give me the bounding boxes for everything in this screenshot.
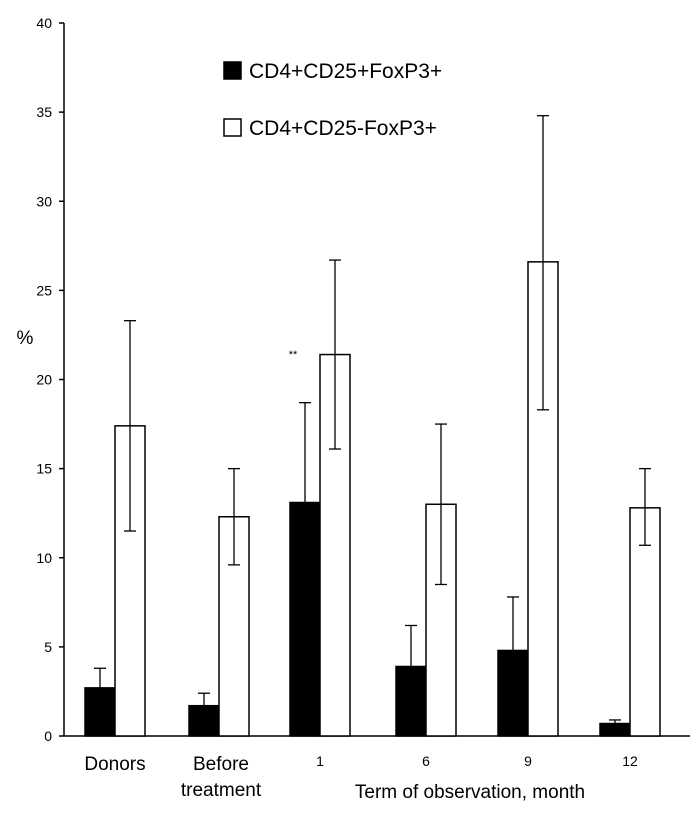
bars: ** (84, 261, 661, 737)
x-axis-title: Term of observation, month (355, 782, 585, 803)
bar-cd25pos (599, 722, 631, 737)
y-tick-label: 10 (36, 550, 52, 566)
x-tick-label: 12 (622, 753, 638, 769)
x-tick-label: treatment (181, 780, 262, 801)
legend-label: CD4+CD25-FoxP3+ (249, 117, 437, 140)
legend: CD4+CD25+FoxP3+ CD4+CD25-FoxP3+ (223, 60, 442, 140)
x-tick-label: 6 (422, 753, 430, 769)
y-axis: 0 5 10 15 20 25 30 35 40 (36, 15, 65, 744)
x-tick-label: 1 (316, 753, 324, 769)
category-labels: Donors Before treatment 1 6 9 12 (84, 753, 638, 801)
legend-swatch (223, 61, 242, 80)
legend-label: CD4+CD25+FoxP3+ (249, 60, 442, 83)
legend-swatch (223, 118, 242, 137)
y-tick-label: 35 (36, 104, 52, 120)
y-tick-label: 25 (36, 282, 52, 298)
y-tick-label: 5 (44, 639, 52, 655)
bar-cd25pos (497, 649, 529, 737)
y-tick-label: 30 (36, 193, 52, 209)
y-axis-title: % (17, 328, 34, 349)
bar-cd25pos (188, 704, 220, 737)
error-bars (94, 115, 651, 724)
x-tick-label: Donors (84, 754, 145, 775)
y-tick-label: 15 (36, 461, 52, 477)
bar-cd25pos (289, 501, 321, 737)
bar-cd25pos (84, 687, 116, 737)
y-tick-label: 20 (36, 372, 52, 388)
y-tick-label: 0 (44, 728, 52, 744)
x-tick-label: 9 (524, 753, 532, 769)
significance-marker: ** (289, 349, 298, 361)
x-tick-label: Before (193, 754, 249, 775)
y-tick-label: 40 (36, 15, 52, 31)
bar-cd25pos (395, 665, 427, 737)
